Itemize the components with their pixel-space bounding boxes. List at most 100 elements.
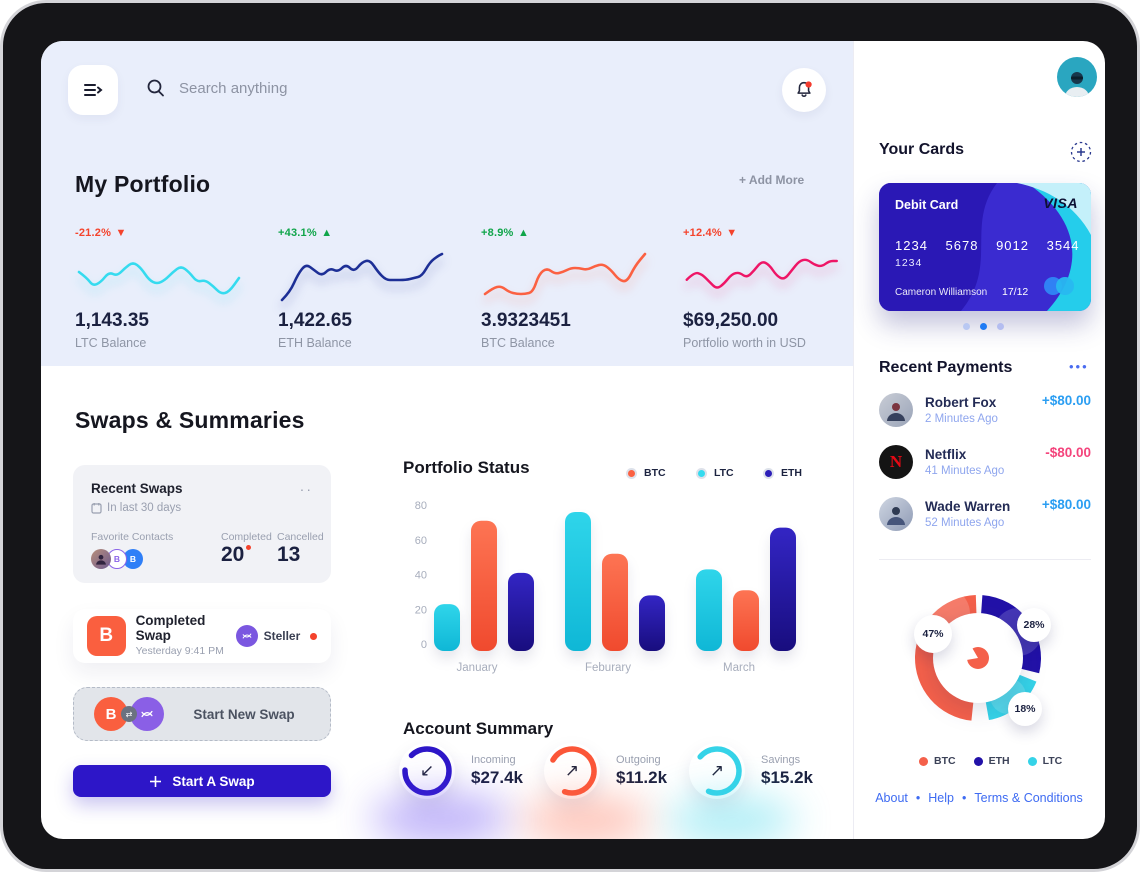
asset-card-eth[interactable]: +43.1% ▲ 1,422.65 ETH Balance bbox=[278, 223, 453, 350]
pagination-dot-active[interactable] bbox=[980, 323, 987, 330]
stellar-icon bbox=[235, 625, 258, 647]
ltc-sparkline bbox=[77, 262, 241, 295]
recent-swaps-title: Recent Swaps bbox=[91, 481, 183, 496]
trend-down-icon: ▼ bbox=[726, 227, 738, 239]
card-type: Debit Card bbox=[895, 198, 959, 212]
completed-swap-title: Completed Swap bbox=[135, 613, 206, 644]
legend-dot-ltc bbox=[696, 467, 707, 479]
completed-swap-time: Yesterday 9:41 PM bbox=[135, 645, 224, 658]
asset-label: Portfolio worth in USD bbox=[683, 336, 806, 350]
payment-row[interactable]: Wade Warren 52 Minutes Ago +$80.00 bbox=[879, 497, 1091, 531]
legend-dot-eth bbox=[763, 467, 774, 479]
completed-swap-item[interactable]: B Completed Swap Yesterday 9:41 PM Stell… bbox=[73, 609, 331, 663]
eth-sparkline bbox=[280, 252, 444, 302]
payer-avatar bbox=[879, 497, 913, 531]
legend-label: LTC bbox=[714, 467, 734, 479]
status-dot bbox=[310, 632, 317, 640]
recent-payments-title: Recent Payments bbox=[879, 359, 1013, 376]
contact-avatar[interactable] bbox=[91, 549, 111, 569]
savings-ring: ↗ bbox=[689, 743, 745, 799]
contact-avatar[interactable]: B bbox=[123, 549, 143, 569]
chart-title: Portfolio Status bbox=[403, 458, 530, 477]
recent-swaps-card[interactable]: Recent Swaps ·· In last 30 days Favorite… bbox=[73, 465, 331, 583]
payment-amount: +$80.00 bbox=[1041, 393, 1091, 408]
add-more-button[interactable]: + Add More bbox=[739, 173, 805, 187]
footer-link-about[interactable]: About bbox=[875, 791, 908, 805]
calendar-icon bbox=[91, 503, 102, 514]
payment-row[interactable]: N Netflix 41 Minutes Ago -$80.00 bbox=[879, 445, 1091, 479]
swap-arrows-icon: ⇄ bbox=[121, 706, 137, 722]
arrow-up-right-icon: ↗ bbox=[564, 761, 580, 781]
btc-sparkline bbox=[483, 252, 647, 296]
search-bar[interactable] bbox=[145, 77, 397, 99]
trend-down-icon: ▼ bbox=[115, 227, 127, 239]
card-holder: Cameron Williamson bbox=[895, 287, 988, 298]
sidebar-divider bbox=[853, 41, 854, 839]
hamburger-icon bbox=[84, 84, 103, 96]
menu-button[interactable] bbox=[68, 65, 118, 115]
cancelled-label: Cancelled bbox=[277, 531, 324, 543]
footer-link-help[interactable]: Help bbox=[928, 791, 954, 805]
footer-separator: • bbox=[962, 791, 967, 805]
svg-text:80: 80 bbox=[415, 500, 427, 512]
summary-value: $11.2k bbox=[616, 768, 668, 787]
user-avatar[interactable] bbox=[1057, 57, 1097, 97]
legend-item-btc[interactable]: BTC bbox=[626, 467, 666, 479]
svg-text:20: 20 bbox=[415, 604, 427, 616]
footer-link-terms[interactable]: Terms & Conditions bbox=[974, 791, 1083, 805]
pagination-dot[interactable] bbox=[963, 323, 970, 330]
legend-item-eth[interactable]: ETH bbox=[763, 467, 802, 479]
debit-card[interactable]: Debit Card VISA 1234 5678 9012 3544 1234… bbox=[879, 183, 1091, 311]
payments-menu[interactable]: ••• bbox=[1069, 359, 1089, 374]
recent-swaps-subtitle: In last 30 days bbox=[107, 502, 182, 514]
pagination-dot[interactable] bbox=[997, 323, 1004, 330]
asset-label: ETH Balance bbox=[278, 336, 352, 350]
asset-card-btc[interactable]: +8.9% ▲ 3.9323451 BTC Balance bbox=[481, 223, 656, 350]
legend-dot-btc bbox=[626, 467, 637, 479]
glow bbox=[371, 793, 511, 839]
donut-badge-ltc: 18% bbox=[1008, 692, 1042, 726]
plus-icon bbox=[150, 775, 162, 787]
glow bbox=[666, 796, 796, 839]
legend-item-ltc[interactable]: LTC bbox=[696, 467, 734, 479]
donut-badge-btc: 47% bbox=[914, 615, 952, 653]
add-card-button[interactable] bbox=[1069, 140, 1093, 169]
start-new-swap-button[interactable]: B ⇄ Start New Swap bbox=[73, 687, 331, 741]
svg-text:Feburary: Feburary bbox=[585, 662, 631, 674]
account-summary-title: Account Summary bbox=[403, 719, 554, 738]
portfolio-status-bar-chart: 0 20 40 60 80 January Feburary March bbox=[415, 500, 796, 674]
asset-label: BTC Balance bbox=[481, 336, 555, 350]
recent-swaps-menu[interactable]: ·· bbox=[299, 481, 313, 497]
cancelled-value: 13 bbox=[277, 543, 301, 566]
start-new-swap-label: Start New Swap bbox=[193, 706, 295, 722]
summary-value: $27.4k bbox=[471, 768, 523, 787]
favorite-contacts-label: Favorite Contacts bbox=[91, 531, 174, 543]
donut-legend-btc: BTC bbox=[919, 755, 956, 767]
summary-incoming: ↙ Incoming $27.4k bbox=[399, 743, 523, 799]
asset-value: 1,422.65 bbox=[278, 310, 352, 331]
usd-sparkline bbox=[685, 258, 838, 289]
notifications-button[interactable] bbox=[782, 68, 826, 112]
trend-up-icon: ▲ bbox=[321, 227, 333, 239]
svg-text:March: March bbox=[723, 662, 755, 674]
asset-label: LTC Balance bbox=[75, 336, 147, 350]
start-a-swap-button[interactable]: Start A Swap bbox=[73, 765, 331, 797]
asset-card-usd[interactable]: +12.4% ▼ $69,250.00 Portfolio worth in U… bbox=[683, 223, 858, 350]
section-title-swaps: Swaps & Summaries bbox=[75, 407, 305, 433]
asset-value: 3.9323451 bbox=[481, 310, 571, 331]
your-cards-title: Your Cards bbox=[879, 141, 965, 158]
asset-card-ltc[interactable]: -21.2% ▼ 1,143.35 LTC Balance bbox=[75, 223, 250, 350]
trend-up-icon: ▲ bbox=[517, 227, 530, 239]
payment-row[interactable]: Robert Fox 2 Minutes Ago +$80.00 bbox=[879, 393, 1091, 427]
card-pagination[interactable] bbox=[963, 323, 1004, 330]
favorite-contacts-avatars[interactable]: B B bbox=[91, 549, 173, 569]
arrow-up-right-icon: ↗ bbox=[709, 761, 725, 781]
hero-background bbox=[41, 41, 853, 366]
app-screen: My Portfolio + Add More -21.2% ▼ 1,143.3… bbox=[41, 41, 1105, 839]
search-input[interactable] bbox=[177, 78, 397, 98]
add-circle-icon bbox=[1070, 141, 1092, 163]
netflix-icon: N bbox=[879, 445, 913, 479]
summary-label: Incoming bbox=[471, 754, 516, 766]
arrow-down-left-icon: ↙ bbox=[419, 761, 435, 781]
